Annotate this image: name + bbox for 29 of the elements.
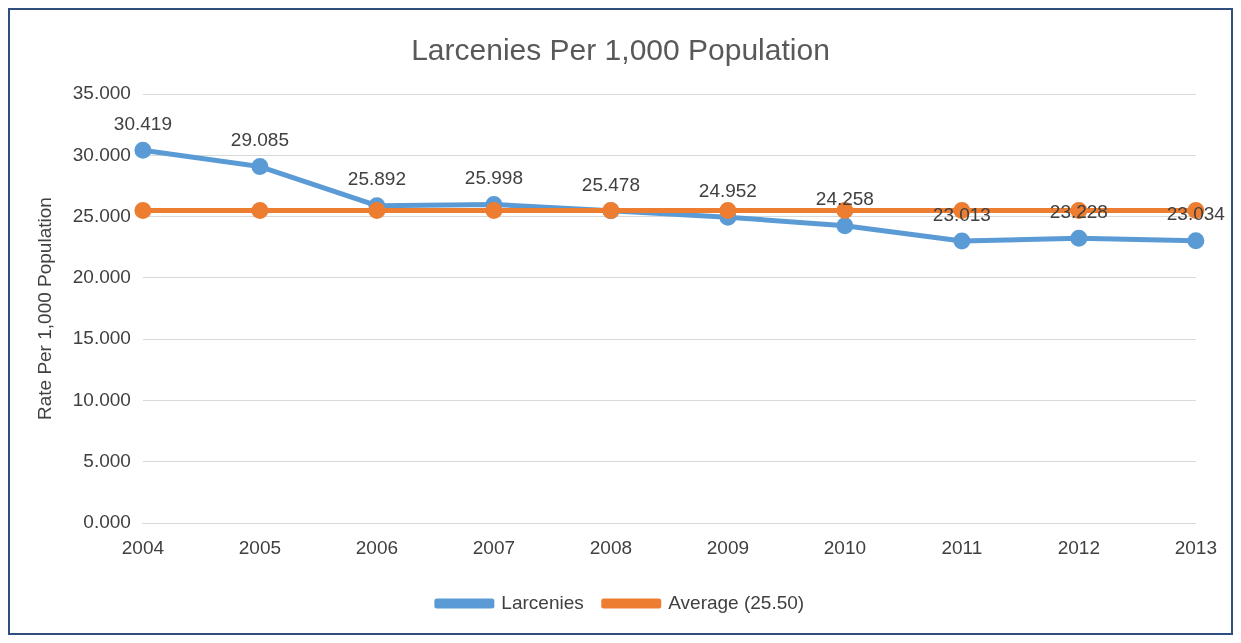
x-tick-label: 2007: [472, 536, 516, 558]
data-label: 25.892: [347, 168, 406, 190]
chart-title: Larcenies Per 1,000 Population: [411, 33, 830, 67]
y-tick-label: 15.000: [72, 327, 131, 349]
y-tick-label: 20.000: [72, 266, 131, 288]
y-tick-label: 30.000: [72, 143, 131, 165]
data-label: 24.952: [698, 179, 757, 201]
legend-label: Average (25.50): [668, 591, 805, 613]
data-label: 25.478: [581, 173, 640, 195]
x-tick-label: 2008: [589, 536, 633, 558]
data-label: 30.419: [113, 112, 172, 134]
x-tick-label: 2004: [121, 536, 165, 558]
y-tick-label: 10.000: [72, 388, 131, 410]
x-tick-label: 2013: [1174, 536, 1218, 558]
data-label: 29.085: [230, 129, 289, 151]
x-tick-label: 2010: [823, 536, 867, 558]
y-tick-label: 25.000: [72, 204, 131, 226]
y-tick-label: 0.000: [83, 511, 131, 533]
data-label: 25.998: [464, 167, 523, 189]
x-tick-label: 2009: [706, 536, 750, 558]
y-tick-label: 35.000: [72, 82, 131, 104]
x-tick-label: 2005: [238, 536, 282, 558]
x-tick-label: 2006: [355, 536, 399, 558]
y-tick-label: 5.000: [83, 450, 131, 472]
data-label: 24.258: [815, 188, 874, 210]
x-tick-label: 2012: [1057, 536, 1101, 558]
x-tick-label: 2011: [941, 536, 983, 558]
y-axis-title: Rate Per 1,000 Population: [33, 197, 55, 421]
legend-label: Larcenies: [501, 591, 584, 613]
